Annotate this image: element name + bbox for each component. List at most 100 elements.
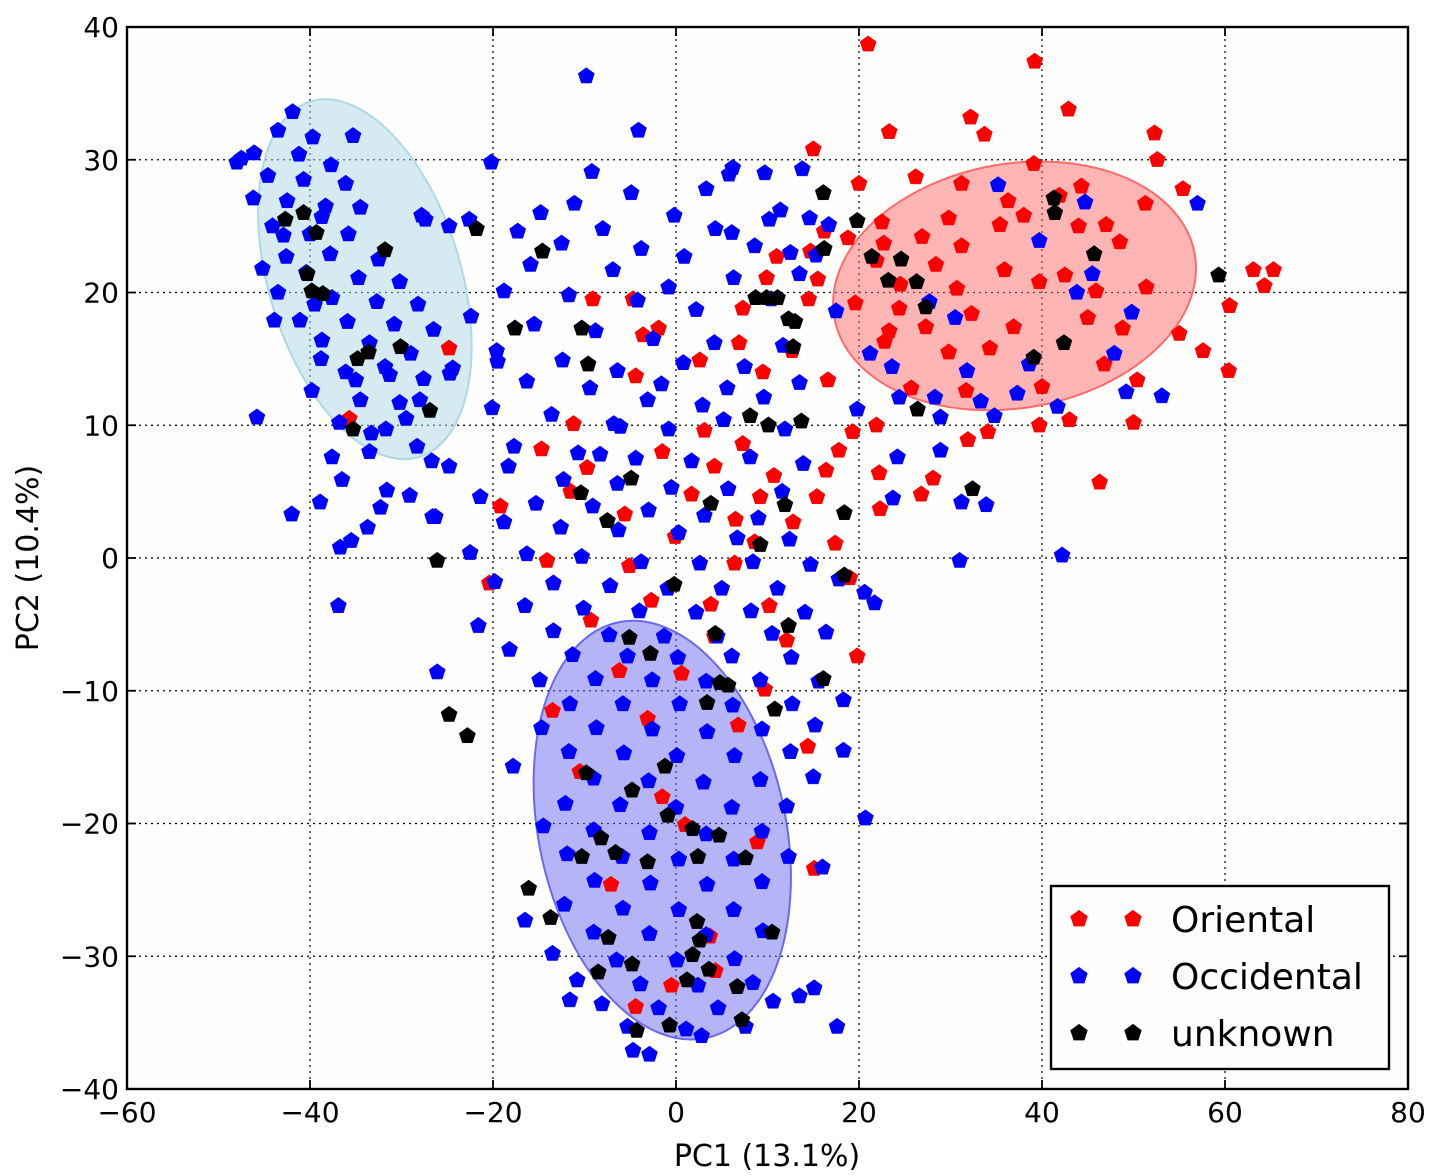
series-oriental: [341, 35, 1282, 1014]
point-unknown-68: [689, 847, 707, 864]
point-oriental-80: [565, 415, 582, 432]
point-oriental-13: [1073, 177, 1090, 194]
point-unknown-14: [573, 319, 591, 336]
point-occidental-301: [889, 448, 906, 465]
point-unknown-8: [360, 343, 377, 360]
point-unknown-42: [702, 494, 720, 511]
point-occidental-197: [782, 742, 799, 759]
point-occidental-44: [377, 420, 395, 437]
point-unknown-65: [710, 826, 728, 843]
point-unknown-56: [698, 693, 716, 710]
point-unknown-80: [678, 971, 696, 988]
point-occidental-40: [351, 391, 369, 408]
point-occidental-175: [587, 669, 604, 686]
point-occidental-130: [584, 497, 602, 514]
point-occidental-226: [556, 895, 573, 912]
point-occidental-311: [856, 583, 873, 600]
point-occidental-308: [1189, 194, 1206, 211]
point-oriental-64: [691, 351, 709, 368]
point-occidental-239: [568, 971, 586, 988]
point-occidental-160: [796, 603, 814, 620]
point-oriental-93: [578, 458, 596, 475]
point-occidental-158: [687, 603, 705, 620]
point-occidental-291: [1083, 265, 1101, 282]
point-occidental-119: [741, 448, 759, 465]
point-unknown-73: [542, 908, 559, 925]
point-occidental-190: [698, 723, 716, 740]
point-oriental-104: [912, 485, 930, 502]
point-occidental-203: [751, 770, 769, 787]
point-unknown-37: [760, 416, 777, 433]
point-unknown-31: [1055, 334, 1073, 351]
point-occidental-229: [725, 900, 742, 917]
point-occidental-9: [295, 170, 312, 187]
point-occidental-136: [552, 518, 570, 535]
point-occidental-261: [362, 424, 380, 441]
point-occidental-279: [591, 445, 609, 462]
point-occidental-286: [1153, 387, 1171, 404]
point-unknown-13: [534, 242, 551, 259]
point-occidental-65: [566, 194, 583, 211]
point-occidental-204: [804, 768, 822, 785]
point-occidental-87: [629, 291, 646, 308]
point-occidental-50: [378, 481, 396, 498]
point-oriental-124: [848, 647, 866, 664]
point-unknown-70: [440, 705, 458, 722]
point-oriental-26: [913, 227, 931, 244]
point-oriental-37: [1265, 261, 1282, 278]
point-oriental-139: [663, 976, 680, 993]
point-unknown-4: [298, 265, 316, 282]
point-unknown-64: [684, 819, 701, 836]
point-occidental-124: [609, 474, 626, 491]
point-oriental-59: [917, 318, 935, 335]
point-occidental-2: [304, 128, 322, 145]
point-occidental-211: [534, 817, 552, 834]
point-occidental-29: [339, 312, 356, 329]
point-occidental-164: [655, 627, 673, 644]
point-occidental-174: [531, 671, 548, 688]
point-occidental-45: [408, 437, 426, 454]
point-occidental-129: [527, 494, 545, 511]
point-occidental-245: [650, 999, 667, 1016]
point-occidental-5: [290, 145, 308, 162]
point-oriental-126: [673, 664, 690, 681]
y-tick-label-2: −20: [60, 808, 119, 841]
point-unknown-29: [917, 298, 935, 315]
point-occidental-62: [756, 164, 774, 181]
point-occidental-186: [835, 691, 852, 708]
point-occidental-169: [564, 646, 581, 663]
point-oriental-83: [868, 416, 885, 433]
point-occidental-88: [687, 300, 705, 317]
point-occidental-171: [669, 648, 687, 665]
y-tick-label-5: 10: [83, 409, 119, 442]
point-occidental-274: [723, 223, 741, 240]
point-occidental-122: [500, 457, 517, 474]
point-occidental-314: [342, 531, 360, 548]
point-occidental-144: [632, 553, 650, 570]
point-occidental-292: [1068, 283, 1086, 300]
point-occidental-227: [614, 899, 632, 916]
point-occidental-198: [835, 741, 852, 758]
point-occidental-138: [670, 523, 688, 540]
point-occidental-236: [608, 951, 625, 968]
point-occidental-56: [330, 596, 347, 613]
point-oriental-107: [727, 510, 744, 527]
point-oriental-63: [440, 339, 458, 356]
point-oriental-23: [1070, 217, 1087, 234]
point-occidental-267: [265, 311, 283, 328]
point-oriental-29: [953, 237, 970, 254]
point-occidental-162: [545, 622, 562, 639]
point-oriental-0: [859, 35, 877, 52]
point-occidental-75: [553, 234, 570, 251]
point-occidental-213: [641, 823, 658, 840]
point-oriental-51: [847, 294, 864, 311]
point-unknown-48: [428, 551, 446, 568]
point-occidental-173: [782, 648, 800, 665]
point-oriental-103: [808, 488, 826, 505]
point-occidental-12: [278, 192, 296, 209]
point-occidental-262: [313, 207, 331, 224]
point-oriental-128: [544, 701, 561, 718]
point-occidental-91: [462, 307, 480, 324]
point-occidental-153: [769, 579, 786, 596]
